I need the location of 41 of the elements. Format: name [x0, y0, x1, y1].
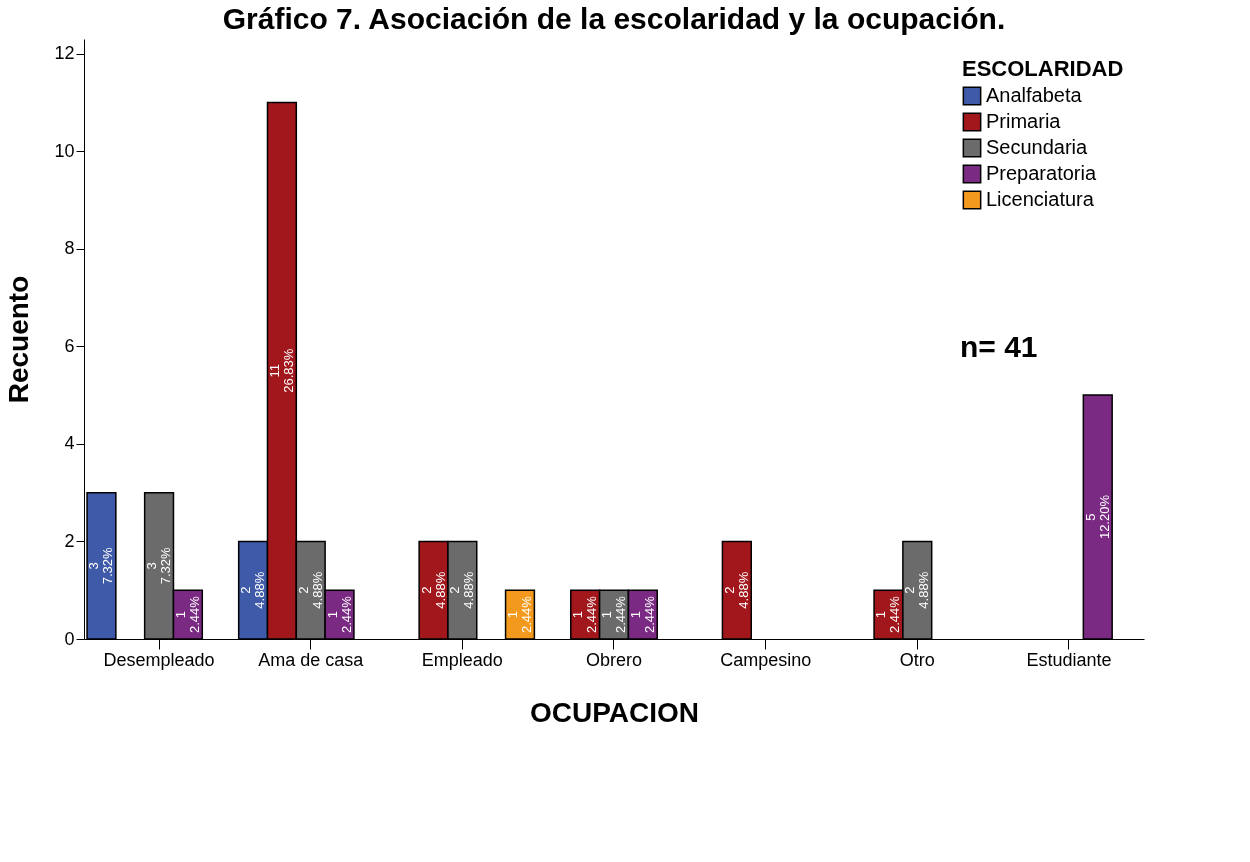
y-tick-label: 0 — [64, 628, 75, 649]
y-tick-label: 2 — [64, 530, 75, 551]
x-tick-label: Desempleado — [103, 649, 215, 670]
y-tick-label: 10 — [54, 140, 75, 161]
x-tick-label: Estudiante — [1026, 649, 1112, 670]
legend-label: Analfabeta — [986, 84, 1083, 106]
annotation: n= 41 — [960, 330, 1038, 364]
x-axis-title: OCUPACION — [529, 696, 700, 728]
data-label: 2 4.88% — [447, 571, 477, 609]
y-tick-label: 4 — [64, 433, 75, 454]
data-label: 2 4.88% — [295, 571, 325, 609]
x-tick-label: Otro — [899, 649, 935, 670]
data-label: 11 26.83% — [266, 348, 296, 393]
y-tick-label: 8 — [64, 238, 75, 259]
y-axis-title: Recuento — [3, 275, 35, 404]
legend-title: ESCOLARIDAD — [962, 56, 1124, 81]
chart-title: Gráfico 7. Asociación de la escolaridad y la ocupación. — [222, 2, 1006, 35]
data-label: 1 2.44% — [627, 595, 657, 634]
legend-label: Licenciatura — [986, 188, 1095, 210]
data-label: 1 2.44% — [599, 595, 628, 634]
legend-label: Secundaria — [986, 136, 1089, 158]
data-label: 2 4.88% — [902, 571, 932, 609]
legend-label: Preparatoria — [986, 162, 1097, 184]
x-tick-label: Campesino — [720, 649, 812, 670]
data-label: 5 12.20% — [1082, 494, 1112, 540]
y-tick-label: 6 — [64, 335, 75, 356]
data-label: 2 4.88% — [238, 571, 268, 609]
data-label: 3 7.32% — [86, 546, 116, 585]
data-label: 1 2.44% — [324, 595, 354, 634]
data-label: 2 4.88% — [721, 571, 751, 609]
data-label: 1 2.44% — [172, 595, 202, 634]
legend-label: Primaria — [986, 110, 1062, 132]
data-label: 1 2.44% — [873, 595, 903, 634]
x-tick-label: Ama de casa — [258, 649, 365, 670]
data-label: 1 2.44% — [504, 595, 534, 634]
data-label: 2 4.88% — [418, 571, 448, 609]
data-label: 3 7.32% — [144, 546, 174, 585]
x-tick-label: Obrero — [585, 649, 643, 670]
data-label: 1 2.44% — [570, 595, 600, 634]
x-tick-label: Empleado — [421, 649, 503, 670]
y-tick-label: 12 — [54, 43, 75, 64]
